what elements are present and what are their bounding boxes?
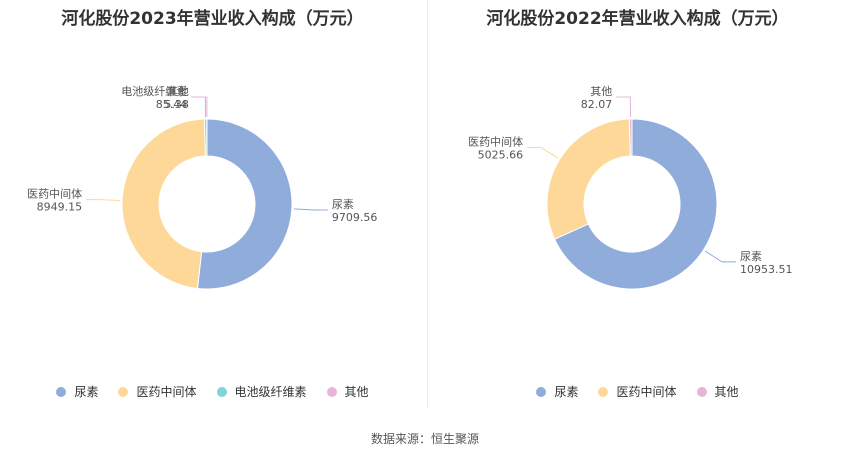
legend-item-0-3[interactable]: 其他 xyxy=(326,383,369,400)
legend-dot-icon xyxy=(216,386,227,397)
slice-name-label-0-3: 其他 xyxy=(167,85,189,98)
slice-name-label-1-2: 其他 xyxy=(590,85,612,98)
legend-dot-icon xyxy=(696,386,707,397)
legend-label: 医药中间体 xyxy=(136,385,197,399)
leader-line-0-1 xyxy=(86,199,121,201)
legend-label: 医药中间体 xyxy=(616,385,677,399)
legend-dot-icon xyxy=(536,386,547,397)
slice-0-1 xyxy=(121,118,207,290)
slice-1-0 xyxy=(553,118,718,290)
slice-value-label-1-0: 10953.51 xyxy=(740,263,793,276)
legend-item-1-0[interactable]: 尿素 xyxy=(536,383,578,400)
slice-value-label-0-2: 85.44 xyxy=(156,98,188,111)
slice-value-label-1-2: 82.07 xyxy=(581,98,613,111)
leader-line-0-2 xyxy=(191,96,207,118)
leader-line-0-3 xyxy=(192,96,208,118)
legend-item-0-0[interactable]: 尿素 xyxy=(56,383,98,400)
leader-line-1-0 xyxy=(704,250,736,263)
slice-value-label-0-3: 5.38 xyxy=(164,98,189,111)
leader-line-1-1 xyxy=(527,147,559,159)
slice-value-label-1-1: 5025.66 xyxy=(478,149,524,162)
chart-title-2023: 河化股份2023年营业收入构成（万元） xyxy=(61,9,364,29)
legend-dot-icon xyxy=(56,386,67,397)
legend-label: 尿素 xyxy=(74,385,99,399)
slice-1-2 xyxy=(628,118,633,157)
slice-name-label-0-1: 医药中间体 xyxy=(27,187,82,201)
slice-0-0 xyxy=(196,118,293,290)
legend-dot-icon xyxy=(598,386,609,397)
slice-value-label-0-1: 8949.15 xyxy=(37,201,83,214)
legend-label: 其他 xyxy=(344,385,369,399)
slice-name-label-1-1: 医药中间体 xyxy=(468,135,523,149)
legend-item-1-1[interactable]: 医药中间体 xyxy=(598,383,677,400)
legend-2022: 尿素 医药中间体 其他 xyxy=(425,383,850,400)
panel-divider xyxy=(427,0,428,408)
legend-label: 其他 xyxy=(714,385,739,399)
legend-item-1-2[interactable]: 其他 xyxy=(696,383,739,400)
chart-title-2022: 河化股份2022年营业收入构成（万元） xyxy=(486,9,789,29)
legend-item-0-2[interactable]: 电池级纤维素 xyxy=(216,383,307,400)
chart-panel-2023: 河化股份2023年营业收入构成（万元） 尿素 9709.56 医药中间体 8949.1… xyxy=(0,0,425,410)
slice-value-label-0-0: 9709.56 xyxy=(332,211,378,224)
slice-name-label-1-0: 尿素 xyxy=(740,250,762,263)
legend-label: 尿素 xyxy=(554,385,579,399)
legend-2023: 尿素 医药中间体 电池级纤维素 其他 xyxy=(0,383,425,400)
slice-1-1 xyxy=(546,118,631,240)
leader-line-1-2 xyxy=(616,96,632,118)
legend-dot-icon xyxy=(118,386,129,397)
chart-panel-2022: 河化股份2022年营业收入构成（万元） 尿素 10953.51 医药中间体 5025.… xyxy=(425,0,850,410)
slice-name-label-0-2: 电池级纤维素 xyxy=(121,85,187,98)
legend-label: 电池级纤维素 xyxy=(234,385,307,399)
slice-name-label-0-0: 尿素 xyxy=(332,198,354,211)
leader-line-0-0 xyxy=(293,208,328,211)
legend-item-0-1[interactable]: 医药中间体 xyxy=(118,383,197,400)
data-source-footer: 数据来源：恒生聚源 xyxy=(370,432,479,446)
legend-dot-icon xyxy=(326,386,337,397)
